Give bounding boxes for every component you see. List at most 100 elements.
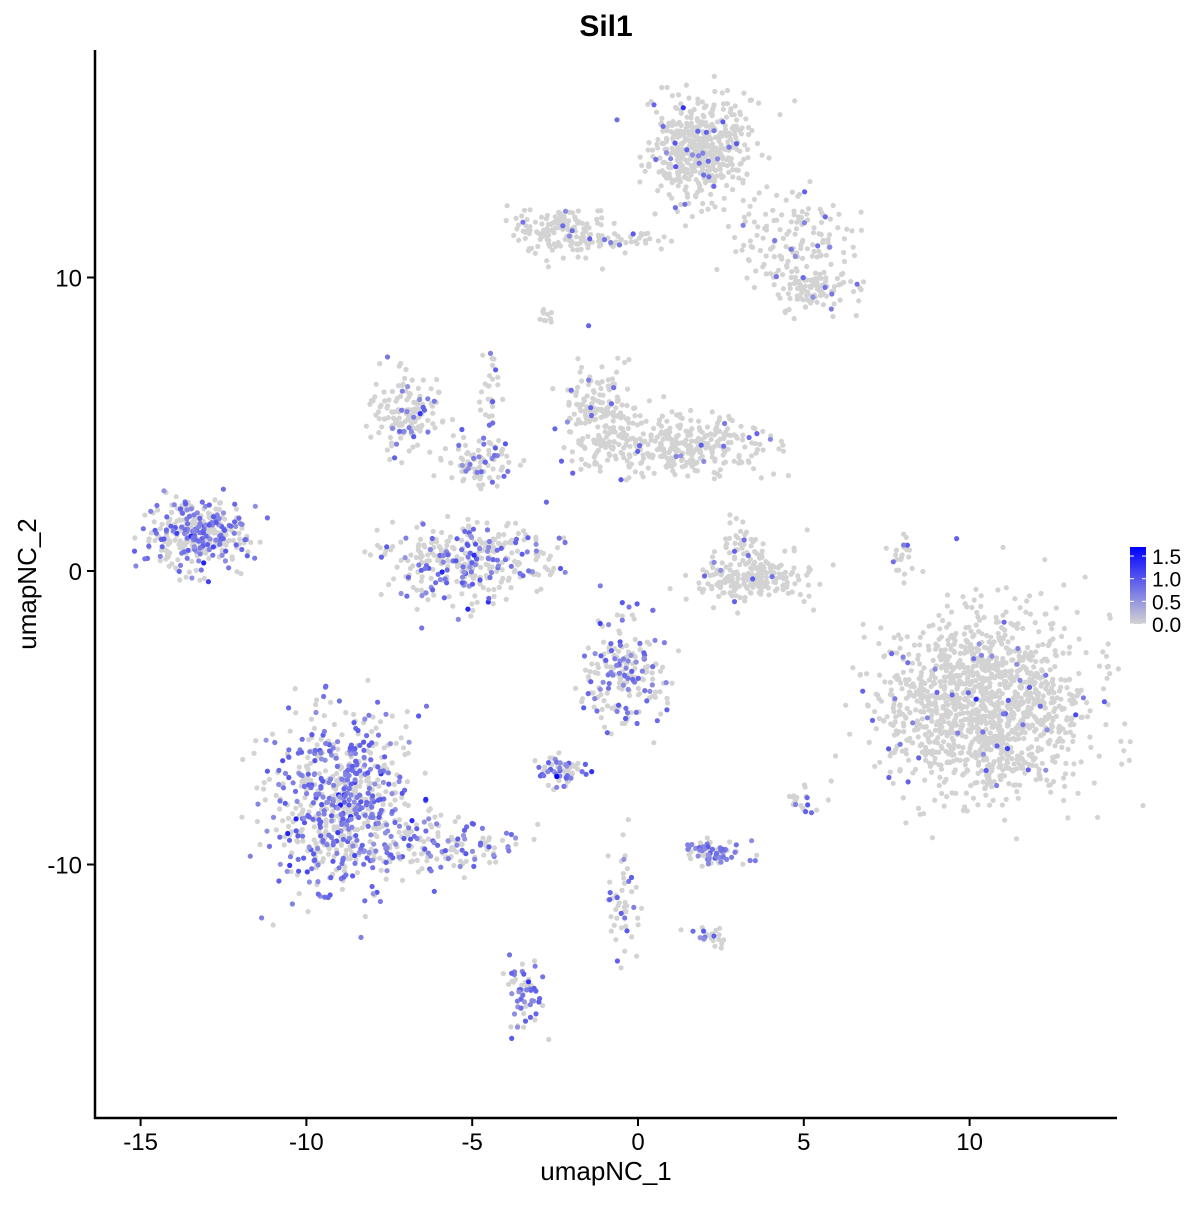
cell-point	[182, 542, 188, 548]
cell-point	[623, 416, 630, 422]
cell-point	[514, 226, 520, 232]
cell-point	[741, 572, 747, 578]
cell-point	[938, 716, 944, 722]
cell-point	[786, 306, 792, 313]
cell-point	[1115, 666, 1121, 672]
cell-point	[362, 549, 368, 555]
cell-point	[524, 549, 530, 555]
cell-point	[481, 435, 487, 441]
cell-point	[477, 407, 484, 413]
cell-point	[1027, 611, 1033, 617]
cell-point	[712, 134, 718, 140]
cell-point	[396, 363, 402, 369]
cell-point	[433, 539, 440, 545]
cell-point	[714, 266, 720, 273]
cell-point	[621, 431, 627, 437]
cell-point	[205, 579, 211, 585]
cell-point	[513, 841, 519, 847]
cell-point	[701, 458, 707, 464]
cell-point	[776, 563, 783, 569]
cell-point	[914, 698, 920, 704]
cell-point	[299, 826, 305, 832]
cell-point	[976, 641, 982, 647]
cell-point	[1017, 677, 1023, 684]
cell-point	[304, 869, 310, 875]
cell-point	[740, 222, 746, 228]
cell-point	[416, 562, 422, 568]
cell-point	[689, 213, 695, 220]
cell-point	[728, 439, 734, 446]
cell-point	[254, 818, 260, 825]
cell-point	[866, 739, 872, 746]
cell-point	[927, 739, 933, 745]
cell-point	[1009, 635, 1016, 641]
cell-point	[834, 275, 841, 282]
cell-point	[1006, 731, 1012, 737]
cell-point	[680, 105, 686, 111]
cell-point	[168, 523, 174, 529]
cell-point	[983, 664, 989, 670]
cell-point	[721, 195, 727, 201]
cell-point	[741, 242, 747, 248]
cell-point	[749, 572, 755, 578]
cell-point	[487, 475, 493, 481]
cell-point	[269, 731, 276, 737]
cell-point	[769, 563, 776, 569]
cell-point	[932, 727, 938, 733]
cell-point	[203, 550, 209, 556]
cell-point	[617, 630, 623, 636]
cell-point	[1014, 625, 1020, 631]
cell-point	[405, 574, 411, 580]
cell-point	[906, 757, 912, 763]
cell-point	[901, 531, 907, 537]
cell-point	[419, 574, 425, 580]
cell-point	[997, 773, 1003, 779]
cell-point	[575, 384, 581, 390]
cell-point	[361, 754, 367, 761]
cell-point	[1007, 736, 1013, 742]
cell-point	[1019, 750, 1025, 756]
cell-point	[797, 591, 804, 598]
cell-point	[417, 411, 423, 417]
cell-point	[540, 309, 546, 315]
cell-point	[1105, 641, 1111, 647]
cell-point	[970, 663, 976, 670]
cell-point	[177, 538, 183, 544]
cell-point	[733, 515, 739, 522]
cell-point	[975, 770, 981, 777]
cell-point	[832, 753, 839, 759]
cell-point	[605, 377, 611, 383]
cell-point	[727, 416, 733, 422]
cell-point	[822, 214, 828, 220]
cell-point	[792, 98, 798, 104]
cell-point	[513, 540, 519, 546]
cell-point	[914, 718, 921, 724]
cell-point	[404, 779, 410, 785]
cell-point	[771, 471, 777, 477]
cell-point	[962, 804, 968, 810]
cell-point	[321, 693, 327, 700]
cell-point	[131, 548, 138, 554]
cell-point	[760, 428, 766, 434]
cell-point	[153, 530, 159, 536]
cell-point	[417, 396, 423, 403]
cell-point	[419, 625, 425, 631]
cell-point	[594, 449, 600, 455]
cell-point	[640, 677, 647, 683]
cell-point	[460, 564, 466, 570]
cell-point	[169, 509, 175, 515]
cell-point	[1013, 836, 1020, 842]
cell-point	[515, 530, 522, 537]
cell-point	[972, 780, 978, 786]
cell-point	[427, 449, 433, 455]
cell-point	[583, 255, 589, 261]
cell-point	[248, 539, 254, 546]
cell-point	[956, 743, 962, 750]
cell-point	[985, 742, 991, 748]
cell-point	[490, 601, 496, 607]
cell-point	[787, 281, 793, 287]
cell-point	[477, 464, 483, 470]
cell-point	[678, 141, 684, 147]
cell-point	[579, 378, 585, 384]
cell-point	[746, 131, 752, 138]
